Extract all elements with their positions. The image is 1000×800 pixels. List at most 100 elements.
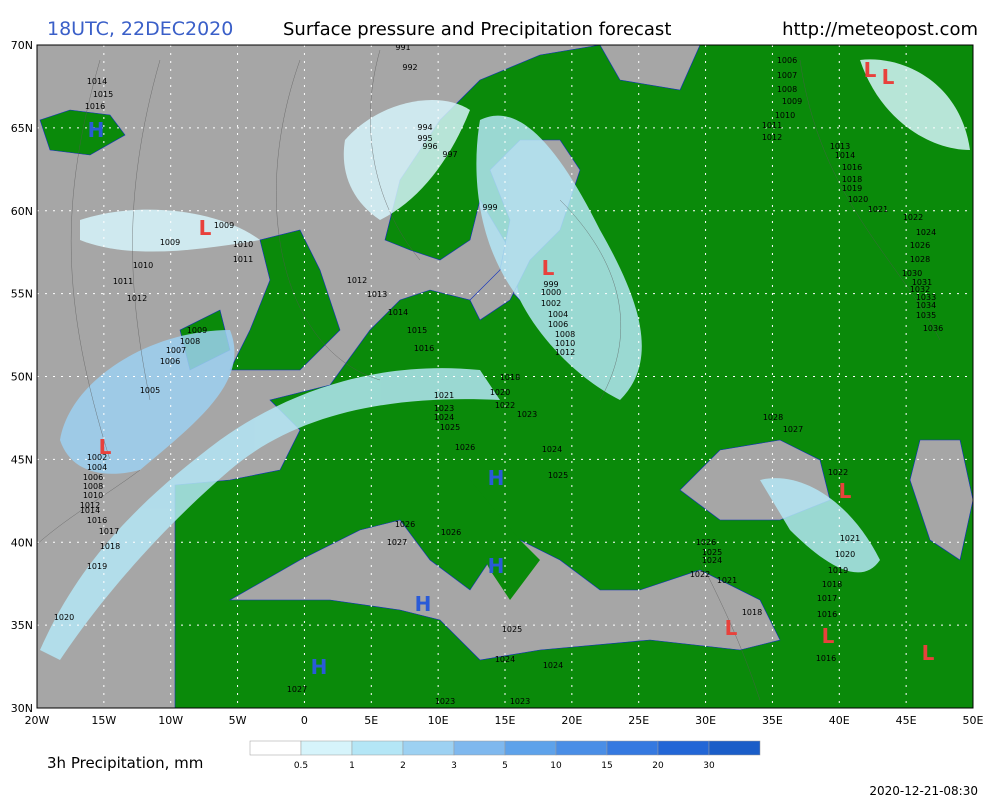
isobar-label: 1010 xyxy=(83,491,103,500)
isobar-label: 1021 xyxy=(717,576,737,585)
isobar-label: 1019 xyxy=(87,562,107,571)
isobar-label: 1018 xyxy=(100,542,120,551)
lon-label: 10W xyxy=(158,714,183,727)
legend-label: 10 xyxy=(550,761,562,771)
isobar-label: 1026 xyxy=(441,528,461,537)
lon-label: 30E xyxy=(695,714,716,727)
isobar-label: 1021 xyxy=(868,205,888,214)
isobar-label: 1026 xyxy=(395,520,415,529)
isobar-label: 999 xyxy=(543,280,558,289)
isobar-label: 1017 xyxy=(817,594,837,603)
isobar-label: 1027 xyxy=(783,425,803,434)
isobar-label: 995 xyxy=(417,134,432,143)
url: http://meteopost.com xyxy=(782,19,978,40)
isobar-label: 1026 xyxy=(910,241,930,250)
pressure-center: L xyxy=(542,256,555,280)
isobar-label: 1016 xyxy=(816,654,836,663)
isobar-label: 1027 xyxy=(287,685,307,694)
legend-label: 2 xyxy=(400,761,406,771)
isobar-label: 1018 xyxy=(500,373,520,382)
pressure-center: H xyxy=(88,118,105,142)
isobar-label: 1026 xyxy=(455,443,475,452)
isobar-label: 1014 xyxy=(388,308,408,317)
isobar-label: 1018 xyxy=(822,580,842,589)
legend-swatch xyxy=(453,740,506,756)
isobar-label: 1024 xyxy=(702,556,722,565)
lat-label: 60N xyxy=(11,205,33,218)
isobar-label: 1010 xyxy=(133,261,153,270)
legend-label: 20 xyxy=(652,761,664,771)
isobar-label: 1023 xyxy=(510,697,530,706)
isobar-label: 1025 xyxy=(548,471,568,480)
lon-label: 15W xyxy=(91,714,116,727)
isobar-label: 1018 xyxy=(742,608,762,617)
legend-swatch xyxy=(555,740,608,756)
pressure-center: H xyxy=(488,554,505,578)
isobar-label: 1004 xyxy=(87,463,107,472)
pressure-center: H xyxy=(415,592,432,616)
isobar-label: 1035 xyxy=(916,311,936,320)
isobar-label: 1022 xyxy=(690,570,710,579)
lon-label: 10E xyxy=(428,714,449,727)
legend-swatch xyxy=(402,740,455,756)
isobar-label: 1036 xyxy=(923,324,943,333)
lon-label: 15E xyxy=(495,714,516,727)
isobar-label: 1016 xyxy=(817,610,837,619)
isobar-label: 1021 xyxy=(840,534,860,543)
isobar-label: 1023 xyxy=(517,410,537,419)
pressure-center: L xyxy=(839,479,852,503)
isobar-label: 1024 xyxy=(542,445,562,454)
isobar-label: 994 xyxy=(417,123,432,132)
isobar-label: 1014 xyxy=(80,506,100,515)
legend-swatch xyxy=(657,740,710,756)
pressure-center: L xyxy=(822,624,835,648)
isobar-label: 991 xyxy=(395,43,410,52)
isobar-label: 1009 xyxy=(187,326,207,335)
isobar-label: 1024 xyxy=(543,661,563,670)
isobar-label: 1025 xyxy=(502,625,522,634)
lon-label: 20W xyxy=(25,714,50,727)
isobar-label: 1012 xyxy=(555,348,575,357)
isobar-label: 1025 xyxy=(440,423,460,432)
isobar-label: 1016 xyxy=(85,102,105,111)
isobar-label: 1012 xyxy=(347,276,367,285)
isobar-label: 1034 xyxy=(916,301,936,310)
isobar-label: 1005 xyxy=(140,386,160,395)
isobar-label: 1026 xyxy=(696,538,716,547)
isobar-label: 1011 xyxy=(113,277,133,286)
isobar-label: 1022 xyxy=(828,468,848,477)
legend-label: 3 xyxy=(451,761,457,771)
isobar-label: 1008 xyxy=(180,337,200,346)
isobar-label: 996 xyxy=(422,142,437,151)
isobar-label: 1008 xyxy=(777,85,797,94)
pressure-center: H xyxy=(488,466,505,490)
isobar-label: 1033 xyxy=(916,293,936,302)
isobar-label: 1015 xyxy=(407,326,427,335)
isobar-label: 1028 xyxy=(910,255,930,264)
lon-label: 50E xyxy=(963,714,984,727)
isobar-label: 1024 xyxy=(434,413,454,422)
isobar-label: 1006 xyxy=(160,357,180,366)
isobar-label: 1017 xyxy=(99,527,119,536)
isobar-label: 1022 xyxy=(495,401,515,410)
isobar-label: 1023 xyxy=(434,404,454,413)
isobar-label: 1020 xyxy=(490,388,510,397)
pressure-center: L xyxy=(99,435,112,459)
legend-swatch xyxy=(504,740,557,756)
isobar-label: 1009 xyxy=(782,97,802,106)
isobar-label: 1030 xyxy=(902,269,922,278)
lat-label: 50N xyxy=(11,371,33,384)
isobar-label: 1009 xyxy=(214,221,234,230)
pressure-center: L xyxy=(864,58,877,82)
isobar-label: 1025 xyxy=(702,548,722,557)
isobar-label: 1011 xyxy=(762,121,782,130)
lon-label: 5W xyxy=(229,714,247,727)
isobar-label: 1016 xyxy=(842,163,862,172)
legend-label: 1 xyxy=(349,761,355,771)
map-frame xyxy=(36,44,974,709)
isobar-label: 997 xyxy=(442,150,457,159)
isobar-label: 1016 xyxy=(414,344,434,353)
isobar-label: 1024 xyxy=(495,655,515,664)
pressure-center: L xyxy=(725,616,738,640)
